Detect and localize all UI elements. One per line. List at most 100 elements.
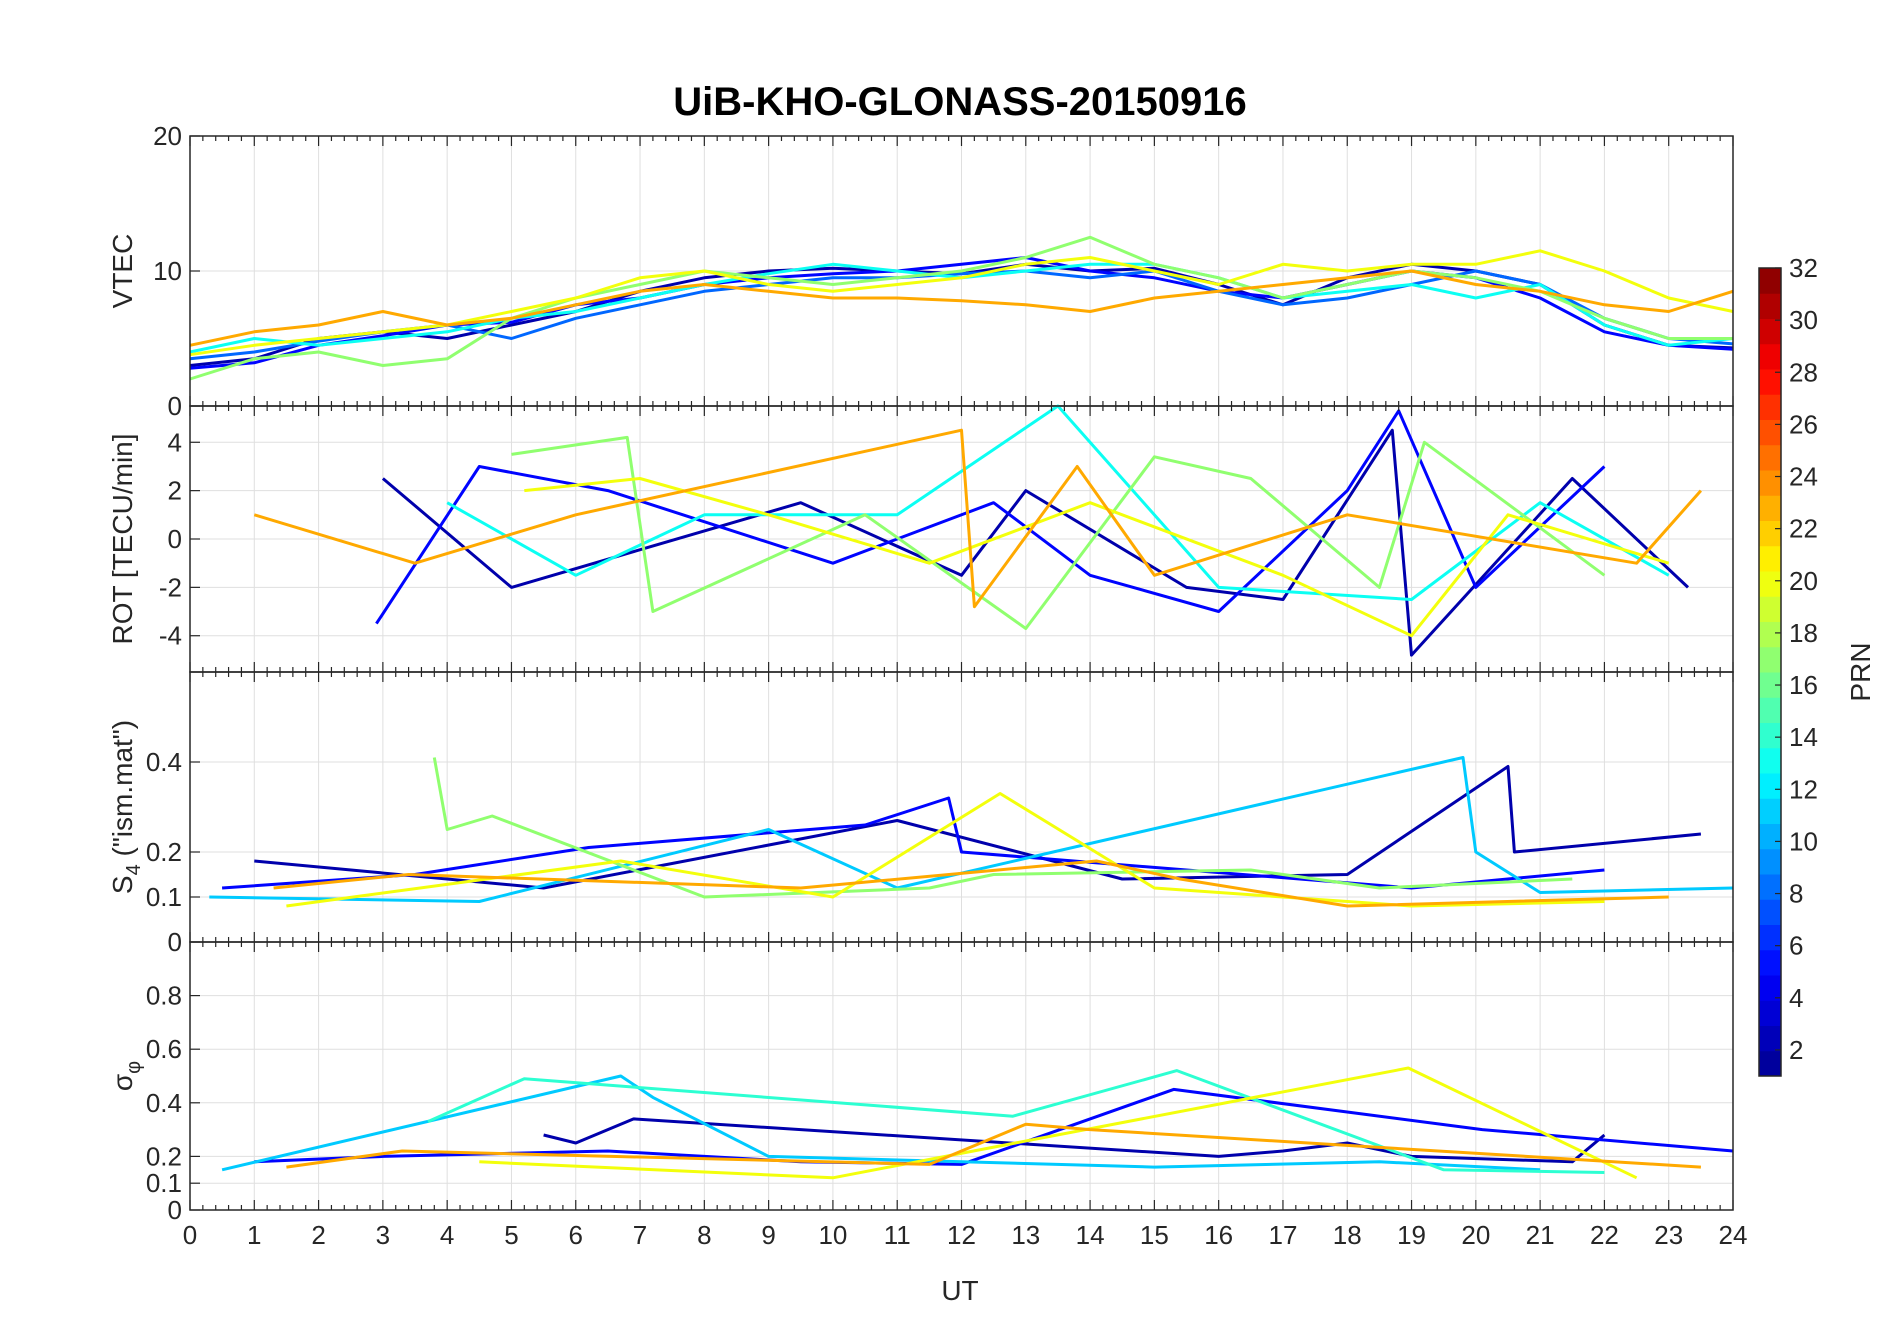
colorbar-band bbox=[1759, 343, 1781, 370]
colorbar-band bbox=[1759, 874, 1781, 900]
y-tick-label: 0 bbox=[168, 391, 182, 421]
colorbar-tick-label: 30 bbox=[1789, 305, 1818, 335]
colorbar-band bbox=[1759, 646, 1781, 673]
y-tick-label: 0 bbox=[168, 1195, 182, 1225]
colorbar-tick-label: 8 bbox=[1789, 879, 1803, 909]
colorbar-band bbox=[1759, 318, 1781, 345]
x-tick-label: 10 bbox=[818, 1220, 847, 1250]
y-axis-label-sigma_phi: σφ bbox=[107, 1061, 145, 1091]
colorbar-band bbox=[1759, 596, 1781, 622]
series-prn-5 bbox=[375, 409, 1606, 625]
series-prn-11 bbox=[209, 756, 1734, 903]
y-axis-label-rot: ROT [TECU/min] bbox=[107, 433, 138, 644]
colorbar-band bbox=[1759, 672, 1781, 698]
x-tick-label: 18 bbox=[1333, 1220, 1362, 1250]
colorbar-band bbox=[1759, 949, 1781, 976]
y-tick-label: 0.8 bbox=[146, 981, 182, 1011]
series-prn-20 bbox=[479, 1066, 1638, 1180]
series-prn-14 bbox=[427, 1069, 1605, 1174]
y-tick-label: 0.4 bbox=[146, 747, 182, 777]
y-tick-label: 4 bbox=[168, 427, 182, 457]
colorbar-tick-label: 28 bbox=[1789, 357, 1818, 387]
series-prn-20 bbox=[524, 477, 1670, 638]
y-tick-label: 0 bbox=[168, 927, 182, 957]
x-tick-label: 12 bbox=[947, 1220, 976, 1250]
y-tick-label: 2 bbox=[168, 476, 182, 506]
panel-rot: -4 -2 0 2 4 ROT [TECU/min] bbox=[107, 404, 1734, 673]
colorbar-band bbox=[1759, 747, 1781, 774]
colorbar-band bbox=[1759, 773, 1781, 799]
y-tick-label: 0.2 bbox=[146, 837, 182, 867]
colorbar-band bbox=[1759, 722, 1781, 749]
colorbar-band bbox=[1759, 975, 1781, 1001]
x-tick-label: 17 bbox=[1268, 1220, 1297, 1250]
colorbar-band bbox=[1759, 899, 1781, 925]
colorbar-band bbox=[1759, 848, 1781, 875]
x-tick-label: 6 bbox=[569, 1220, 583, 1250]
colorbar-tick-label: 24 bbox=[1789, 462, 1818, 492]
y-tick-label: 10 bbox=[153, 256, 182, 286]
series-prn-11 bbox=[221, 1074, 1541, 1172]
x-tick-label: 24 bbox=[1719, 1220, 1748, 1250]
x-tick-label: 5 bbox=[504, 1220, 518, 1250]
series-prn-20 bbox=[286, 792, 1605, 908]
colorbar-label: PRN bbox=[1845, 642, 1876, 701]
colorbar-band bbox=[1759, 268, 1781, 294]
y-axis-label-vtec: VTEC bbox=[107, 234, 138, 309]
x-tick-label: 11 bbox=[884, 1220, 911, 1250]
colorbar-tick-label: 16 bbox=[1789, 670, 1818, 700]
panel-vtec: 0 10 20 VTEC bbox=[107, 121, 1734, 421]
series-prn-2 bbox=[543, 1117, 1606, 1164]
y-tick-label: 0.2 bbox=[146, 1141, 182, 1171]
x-tick-label: 21 bbox=[1526, 1220, 1555, 1250]
x-tick-label: 13 bbox=[1011, 1220, 1040, 1250]
colorbar-band bbox=[1759, 520, 1781, 547]
series-prn-2 bbox=[381, 428, 1690, 657]
x-tick-label: 22 bbox=[1590, 1220, 1619, 1250]
x-tick-label: 16 bbox=[1204, 1220, 1233, 1250]
colorbar-band bbox=[1759, 1025, 1781, 1052]
colorbar-band bbox=[1759, 444, 1781, 471]
colorbar-band bbox=[1759, 571, 1781, 597]
y-tick-label: 0.1 bbox=[146, 882, 182, 912]
series-prn-2 bbox=[254, 765, 1702, 890]
x-tick-label: 15 bbox=[1140, 1220, 1169, 1250]
y-tick-label: 0.1 bbox=[146, 1168, 182, 1198]
series-prn-23 bbox=[253, 428, 1703, 609]
y-tick-label: 0.4 bbox=[146, 1088, 182, 1118]
colorbar-band bbox=[1759, 798, 1781, 824]
colorbar-band bbox=[1759, 419, 1781, 446]
colorbar-band bbox=[1759, 293, 1781, 319]
series-prn-17 bbox=[511, 435, 1606, 630]
series-prn-17 bbox=[189, 235, 1733, 381]
colorbar-band bbox=[1759, 545, 1781, 572]
colorbar-tick-label: 32 bbox=[1789, 253, 1818, 283]
x-tick-label: 1 bbox=[247, 1220, 261, 1250]
colorbar-tick-label: 2 bbox=[1789, 1035, 1803, 1065]
series-prn-17 bbox=[432, 757, 1573, 899]
y-tick-label: 20 bbox=[153, 121, 182, 151]
colorbar-frame bbox=[1758, 267, 1782, 1077]
colorbar-band bbox=[1759, 823, 1781, 850]
y-tick-label: -4 bbox=[159, 621, 182, 651]
colorbar-tick-label: 6 bbox=[1789, 931, 1803, 961]
series-prn-23 bbox=[189, 269, 1734, 347]
colorbar-tick-label: 22 bbox=[1789, 514, 1818, 544]
colorbar-tick-label: 20 bbox=[1789, 566, 1818, 596]
x-tick-label: 14 bbox=[1076, 1220, 1105, 1250]
y-tick-label: 0.6 bbox=[146, 1034, 182, 1064]
x-tick-label: 0 bbox=[183, 1220, 197, 1250]
colorbar-tick-label: 18 bbox=[1789, 618, 1818, 648]
colorbar-tick-label: 14 bbox=[1789, 722, 1818, 752]
colorbar-band bbox=[1759, 1050, 1781, 1077]
y-axis-label-s4: S4 ("ism.mat") bbox=[107, 720, 145, 894]
y-tick-label: 0 bbox=[168, 524, 182, 554]
x-tick-label: 20 bbox=[1461, 1220, 1490, 1250]
chart-title: UiB-KHO-GLONASS-20150916 bbox=[673, 80, 1247, 124]
colorbar-tick-label: 4 bbox=[1789, 983, 1803, 1013]
x-axis-label: UT bbox=[941, 1275, 978, 1306]
colorbar-band bbox=[1759, 621, 1781, 648]
colorbar-tick-label: 26 bbox=[1789, 409, 1818, 439]
